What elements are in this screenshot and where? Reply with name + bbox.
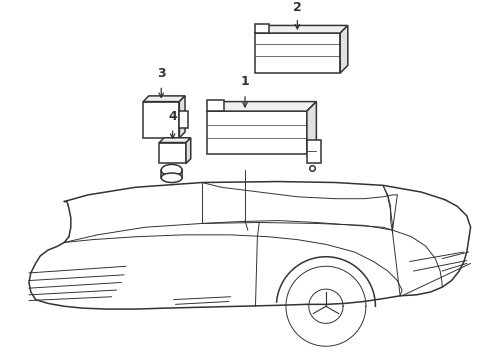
Bar	[143, 102, 179, 138]
Text: 3: 3	[157, 67, 166, 80]
Ellipse shape	[161, 165, 182, 176]
Bar	[207, 111, 307, 154]
Polygon shape	[179, 111, 188, 128]
Text: 4: 4	[168, 109, 177, 122]
Text: 1: 1	[241, 75, 249, 88]
Polygon shape	[143, 96, 185, 102]
Polygon shape	[254, 26, 348, 33]
Bar	[207, 100, 224, 111]
Polygon shape	[179, 96, 185, 138]
Polygon shape	[340, 26, 348, 73]
Polygon shape	[159, 138, 191, 143]
Ellipse shape	[161, 173, 182, 183]
Text: 2: 2	[293, 1, 302, 14]
Bar	[254, 23, 269, 33]
Polygon shape	[186, 138, 191, 163]
Polygon shape	[207, 102, 317, 111]
Bar	[254, 33, 340, 73]
Polygon shape	[307, 140, 321, 163]
Bar	[159, 143, 186, 163]
Polygon shape	[307, 102, 317, 154]
